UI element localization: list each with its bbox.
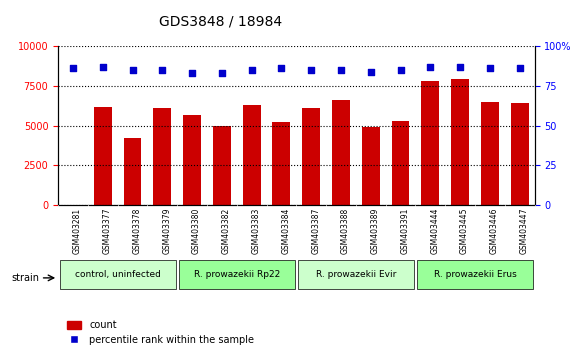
Text: GSM403444: GSM403444 <box>431 208 439 255</box>
Text: GSM403389: GSM403389 <box>371 208 380 255</box>
Bar <box>243 105 260 205</box>
Text: GSM403445: GSM403445 <box>460 208 469 255</box>
FancyBboxPatch shape <box>417 260 533 289</box>
Point <box>188 70 197 76</box>
Text: GSM403383: GSM403383 <box>252 208 261 255</box>
Point <box>307 67 316 73</box>
Point <box>396 67 405 73</box>
Bar <box>124 138 141 205</box>
Bar <box>302 108 320 205</box>
Point <box>456 64 465 69</box>
Text: GSM403384: GSM403384 <box>281 208 290 255</box>
Text: GSM403387: GSM403387 <box>311 208 320 255</box>
Bar <box>153 108 171 205</box>
Text: R. prowazekii Evir: R. prowazekii Evir <box>315 270 396 279</box>
Text: GDS3848 / 18984: GDS3848 / 18984 <box>159 14 282 28</box>
Text: GSM403380: GSM403380 <box>192 208 201 255</box>
FancyBboxPatch shape <box>60 260 175 289</box>
Text: GSM403377: GSM403377 <box>103 208 112 255</box>
Point <box>277 65 286 71</box>
Point <box>366 69 375 74</box>
Text: GSM403391: GSM403391 <box>400 208 410 255</box>
Text: control, uninfected: control, uninfected <box>75 270 160 279</box>
Bar <box>511 103 529 205</box>
Bar <box>392 121 410 205</box>
FancyBboxPatch shape <box>179 260 295 289</box>
Text: strain: strain <box>12 273 40 283</box>
Text: R. prowazekii Rp22: R. prowazekii Rp22 <box>193 270 280 279</box>
Text: GSM403446: GSM403446 <box>490 208 499 255</box>
Point <box>426 64 435 69</box>
Point <box>336 67 346 73</box>
Text: GSM403382: GSM403382 <box>222 208 231 254</box>
Point <box>485 65 494 71</box>
Bar <box>332 100 350 205</box>
Text: GSM403379: GSM403379 <box>162 208 171 255</box>
Text: R. prowazekii Erus: R. prowazekii Erus <box>433 270 517 279</box>
Point <box>157 67 167 73</box>
Bar <box>272 122 290 205</box>
Bar <box>213 126 231 205</box>
Point <box>128 67 137 73</box>
Legend: count, percentile rank within the sample: count, percentile rank within the sample <box>63 316 258 349</box>
Text: GSM403281: GSM403281 <box>73 208 82 254</box>
Point <box>515 65 524 71</box>
Text: GSM403388: GSM403388 <box>341 208 350 254</box>
Point <box>98 64 107 69</box>
Text: GSM403447: GSM403447 <box>519 208 529 255</box>
Bar <box>481 102 498 205</box>
Point <box>217 70 227 76</box>
Bar <box>94 107 112 205</box>
Point <box>247 67 256 73</box>
Point <box>69 65 78 71</box>
Bar <box>421 81 439 205</box>
Bar <box>183 114 201 205</box>
Bar <box>362 127 379 205</box>
Bar <box>451 79 469 205</box>
Text: GSM403378: GSM403378 <box>132 208 142 255</box>
FancyBboxPatch shape <box>298 260 414 289</box>
